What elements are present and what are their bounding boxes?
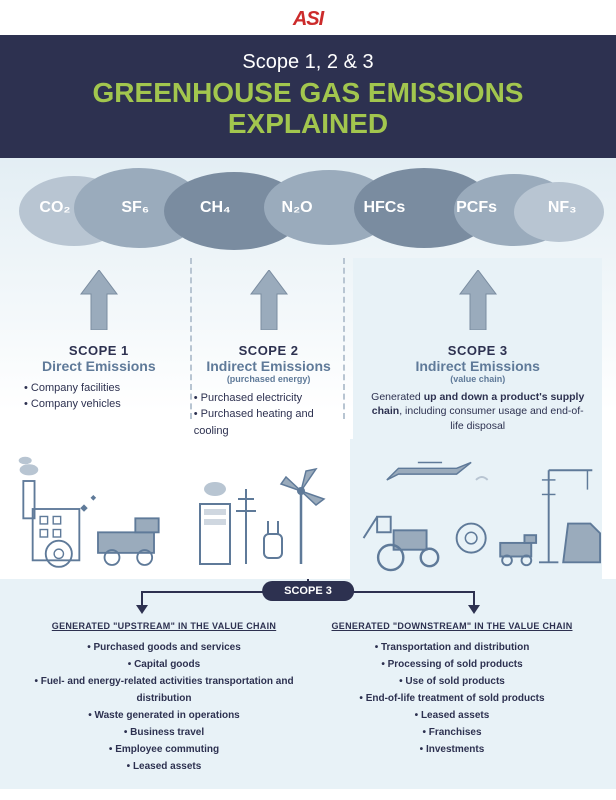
upstream-list: Purchased goods and services Capital goo… <box>30 639 298 775</box>
header-subtitle: Scope 1, 2 & 3 <box>20 51 596 74</box>
scope3-note: (value chain) <box>359 374 596 384</box>
gas-label: CO₂ <box>39 199 70 217</box>
list-item: Processing of sold products <box>318 656 586 673</box>
scope3-column: SCOPE 3 Indirect Emissions (value chain)… <box>353 258 602 440</box>
scope1-title: SCOPE 1 <box>20 343 178 358</box>
downstream-heading: GENERATED "DOWNSTREAM" IN THE VALUE CHAI… <box>318 621 586 631</box>
arrow-up-icon <box>458 270 498 330</box>
scope3-two-columns: GENERATED "UPSTREAM" IN THE VALUE CHAIN … <box>30 615 586 789</box>
list-item: Capital goods <box>30 656 298 673</box>
arrow-up-icon <box>249 270 289 330</box>
header: Scope 1, 2 & 3 GREENHOUSE GAS EMISSIONS … <box>0 35 616 158</box>
upstream-column: GENERATED "UPSTREAM" IN THE VALUE CHAIN … <box>30 621 298 775</box>
list-item: Investments <box>318 741 586 758</box>
list-item: Employee commuting <box>30 741 298 758</box>
scope3-subtitle: Indirect Emissions <box>359 358 596 374</box>
scope2-note: (purchased energy) <box>190 374 348 384</box>
scope1-column: SCOPE 1 Direct Emissions Company facilit… <box>14 258 184 440</box>
list-item: Waste generated in operations <box>30 707 298 724</box>
illustrations-row <box>14 439 602 579</box>
scope-columns: SCOPE 1 Direct Emissions Company facilit… <box>14 258 602 440</box>
list-item: Transportation and distribution <box>318 639 586 656</box>
header-title: GREENHOUSE GAS EMISSIONS EXPLAINED <box>20 78 596 140</box>
upstream-heading: GENERATED "UPSTREAM" IN THE VALUE CHAIN <box>30 621 298 631</box>
scope2-subtitle: Indirect Emissions <box>190 358 348 374</box>
scope3-description: Generated up and down a product's supply… <box>359 390 596 434</box>
scope3-connector: SCOPE 3 <box>30 579 586 615</box>
list-item: End-of-life treatment of sold products <box>318 690 586 707</box>
bullet-item: Company facilities <box>24 380 178 397</box>
list-item: Franchises <box>318 724 586 741</box>
gas-label: CH₄ <box>200 199 231 217</box>
scope3-details: SCOPE 3 GENERATED "UPSTREAM" IN THE VALU… <box>0 579 616 789</box>
supply-chain-icon <box>350 439 602 579</box>
scope3-title: SCOPE 3 <box>359 343 596 358</box>
gas-label: SF₆ <box>121 199 149 217</box>
bullet-item: Company vehicles <box>24 396 178 413</box>
scope3-illustration <box>350 439 602 579</box>
gas-label: NF₃ <box>548 199 577 217</box>
bullet-item: Purchased electricity <box>194 390 348 407</box>
gas-label: N₂O <box>282 199 313 217</box>
arrow-up-icon <box>79 270 119 330</box>
scope2-title: SCOPE 2 <box>190 343 348 358</box>
gas-label: HFCs <box>363 199 405 217</box>
list-item: Use of sold products <box>318 673 586 690</box>
gas-label: PCFs <box>456 199 497 217</box>
logo-row: ASI <box>0 0 616 35</box>
scope2-bullets: Purchased electricity Purchased heating … <box>190 390 348 440</box>
downstream-column: GENERATED "DOWNSTREAM" IN THE VALUE CHAI… <box>318 621 586 775</box>
list-item: Leased assets <box>318 707 586 724</box>
list-item: Fuel- and energy-related activities tran… <box>30 673 298 707</box>
scope1-bullets: Company facilities Company vehicles <box>20 380 178 413</box>
gas-cloud-row: CO₂ SF₆ CH₄ N₂O HFCs PCFs NF₃ <box>14 158 602 258</box>
factory-truck-icon <box>14 439 182 579</box>
scope2-illustration <box>182 439 350 579</box>
list-item: Business travel <box>30 724 298 741</box>
main-diagram: CO₂ SF₆ CH₄ N₂O HFCs PCFs NF₃ SCOPE 1 Di… <box>0 158 616 580</box>
list-item: Purchased goods and services <box>30 639 298 656</box>
scope1-illustration <box>14 439 182 579</box>
power-wind-icon <box>182 439 350 579</box>
scope3-pill: SCOPE 3 <box>262 581 354 601</box>
scope2-column: SCOPE 2 Indirect Emissions (purchased en… <box>184 258 354 440</box>
logo: ASI <box>293 8 323 30</box>
downstream-list: Transportation and distribution Processi… <box>318 639 586 758</box>
list-item: Leased assets <box>30 758 298 775</box>
scope1-subtitle: Direct Emissions <box>20 358 178 374</box>
bullet-item: Purchased heating and cooling <box>194 406 348 439</box>
